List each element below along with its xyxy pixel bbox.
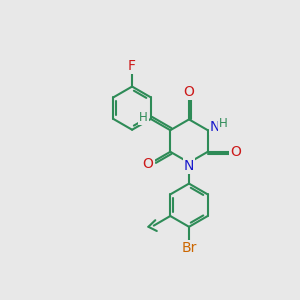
Text: N: N [210,120,220,134]
Text: O: O [184,85,194,99]
Text: H: H [219,117,228,130]
Text: F: F [128,58,136,73]
Text: Br: Br [181,242,197,255]
Text: H: H [139,111,148,124]
Text: N: N [184,159,194,173]
Text: O: O [143,158,154,171]
Text: O: O [230,145,241,159]
